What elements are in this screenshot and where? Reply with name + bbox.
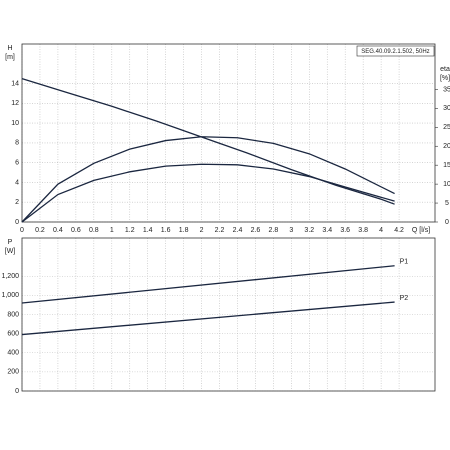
y2-tick-label: 25 [443, 124, 450, 131]
y-tick-label: 8 [15, 140, 19, 147]
x-tick-label: 2.6 [251, 227, 261, 234]
y-tick-label: 4 [15, 179, 19, 186]
y-tick-label: 0 [15, 219, 19, 226]
x-tick-label: 3.6 [340, 227, 350, 234]
y-tick-label: 1,200 [1, 273, 19, 280]
x-tick-label: 1.6 [161, 227, 171, 234]
curve [21, 136, 395, 223]
x-tick-label: 0.6 [71, 227, 81, 234]
x-axis-label: Q [l/s] [412, 227, 430, 234]
x-tick-label: 2.2 [215, 227, 225, 234]
x-tick-label: 3.2 [304, 227, 314, 234]
curve [21, 77, 395, 205]
x-tick-label: 1.4 [143, 227, 153, 234]
y-tick-label: 12 [11, 100, 19, 107]
x-tick-label: 2.8 [269, 227, 279, 234]
series-label: P1 [400, 259, 409, 266]
y-axis-label: [W] [5, 248, 16, 255]
plot-frame [21, 43, 436, 223]
y2-tick-label: 30 [443, 105, 450, 112]
x-tick-label: 3 [289, 227, 293, 234]
x-tick-label: 1 [110, 227, 114, 234]
y-tick-label: 800 [7, 311, 19, 318]
curve [21, 265, 395, 304]
y2-tick-label: 0 [445, 219, 449, 226]
y2-axis-label: eta [440, 66, 450, 73]
y-tick-label: 200 [7, 369, 19, 376]
y-tick-label: 2 [15, 199, 19, 206]
y-axis-label: H [7, 45, 12, 52]
y2-axis-label: [%] [440, 75, 450, 82]
annotation: SEG.40.09.2.1.502, 50Hz [361, 49, 429, 55]
annotation-box [356, 45, 435, 57]
y-tick-label: 6 [15, 160, 19, 167]
y-axis-label: P [8, 239, 13, 246]
series-label: P2 [400, 295, 409, 302]
plot-frame [21, 237, 436, 392]
x-tick-label: 1.8 [179, 227, 189, 234]
x-tick-label: 2 [200, 227, 204, 234]
y-tick-label: 0 [15, 388, 19, 395]
x-tick-label: 3.8 [358, 227, 368, 234]
x-tick-label: 4.2 [394, 227, 404, 234]
y2-tick-label: 20 [443, 143, 450, 150]
y-tick-label: 1,000 [1, 292, 19, 299]
y-tick-label: 10 [11, 120, 19, 127]
x-tick-label: 0 [20, 227, 24, 234]
y-axis-label: [m] [5, 54, 15, 61]
y2-tick-label: 35 [443, 86, 450, 93]
x-tick-label: 0.2 [35, 227, 45, 234]
y-tick-label: 400 [7, 350, 19, 357]
x-tick-label: 1.2 [125, 227, 135, 234]
x-tick-label: 2.4 [233, 227, 243, 234]
y2-tick-label: 10 [443, 181, 450, 188]
curve [21, 163, 395, 223]
x-tick-label: 0.4 [53, 227, 63, 234]
y2-tick-label: 5 [445, 200, 449, 207]
curve [21, 301, 395, 336]
x-tick-label: 4 [379, 227, 383, 234]
y-tick-label: 600 [7, 330, 19, 337]
y2-tick-label: 15 [443, 162, 450, 169]
y-tick-label: 14 [11, 80, 19, 87]
x-tick-label: 0.8 [89, 227, 99, 234]
x-tick-label: 3.4 [322, 227, 332, 234]
